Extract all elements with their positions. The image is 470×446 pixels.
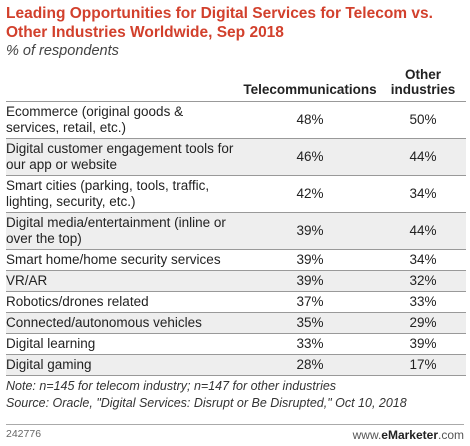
row-label: Connected/autonomous vehicles — [6, 312, 240, 334]
chart-container: Leading Opportunities for Digital Servic… — [6, 4, 466, 410]
chart-subtitle: % of respondents — [6, 43, 119, 59]
header-telecommunications: Telecommunications — [240, 67, 380, 102]
value-other-industries: 39% — [380, 333, 466, 355]
row-label: Digital gaming — [6, 354, 240, 376]
header-label-col — [6, 67, 240, 102]
value-other-industries: 34% — [380, 249, 466, 271]
value-telecommunications: 42% — [240, 175, 380, 213]
value-telecommunications: 37% — [240, 291, 380, 313]
data-table: Telecommunications Other industries Ecom… — [6, 67, 466, 376]
header-other-industries: Other industries — [380, 67, 466, 102]
note-text: Note: n=145 for telecom industry; n=147 … — [6, 379, 337, 393]
row-label: VR/AR — [6, 270, 240, 292]
value-other-industries: 17% — [380, 354, 466, 376]
source-text: Source: Oracle, "Digital Services: Disru… — [6, 396, 407, 410]
table-row: Connected/autonomous vehicles 35% 29% — [6, 312, 466, 334]
brand-suffix: .com — [437, 428, 464, 442]
value-telecommunications: 48% — [240, 101, 380, 139]
value-telecommunications: 39% — [240, 249, 380, 271]
value-other-industries: 44% — [380, 212, 466, 250]
table-body: Ecommerce (original goods & services, re… — [6, 101, 466, 376]
value-telecommunications: 46% — [240, 138, 380, 176]
value-other-industries: 32% — [380, 270, 466, 292]
table-row: Digital gaming 28% 17% — [6, 354, 466, 376]
table-row: Smart cities (parking, tools, traffic, l… — [6, 175, 466, 213]
value-other-industries: 29% — [380, 312, 466, 334]
value-other-industries: 34% — [380, 175, 466, 213]
value-telecommunications: 28% — [240, 354, 380, 376]
table-row: Digital media/entertainment (inline or o… — [6, 212, 466, 250]
value-other-industries: 33% — [380, 291, 466, 313]
value-other-industries: 50% — [380, 101, 466, 139]
chart-id: 242776 — [6, 428, 42, 440]
value-other-industries: 44% — [380, 138, 466, 176]
table-row: Digital learning 33% 39% — [6, 333, 466, 355]
brand-prefix: www. — [352, 428, 382, 442]
row-label: Smart cities (parking, tools, traffic, l… — [6, 175, 240, 213]
value-telecommunications: 33% — [240, 333, 380, 355]
table-row: Robotics/drones related 37% 33% — [6, 291, 466, 313]
row-label: Digital media/entertainment (inline or o… — [6, 212, 240, 250]
row-label: Ecommerce (original goods & services, re… — [6, 101, 240, 139]
table-row: VR/AR 39% 32% — [6, 270, 466, 292]
row-label: Robotics/drones related — [6, 291, 240, 313]
row-label: Digital customer engagement tools for ou… — [6, 138, 240, 176]
row-label: Digital learning — [6, 333, 240, 355]
table-row: Smart home/home security services 39% 34% — [6, 249, 466, 271]
value-telecommunications: 39% — [240, 270, 380, 292]
table-row: Ecommerce (original goods & services, re… — [6, 101, 466, 139]
table-header-row: Telecommunications Other industries — [6, 67, 466, 102]
brand-name: eMarketer — [381, 428, 438, 442]
row-label: Smart home/home security services — [6, 249, 240, 271]
value-telecommunications: 35% — [240, 312, 380, 334]
table-row: Digital customer engagement tools for ou… — [6, 138, 466, 176]
value-telecommunications: 39% — [240, 212, 380, 250]
chart-title: Leading Opportunities for Digital Servic… — [6, 5, 433, 41]
brand-logo[interactable]: www.eMarketer.com — [353, 428, 464, 442]
footer: 242776 www.eMarketer.com — [6, 424, 464, 442]
